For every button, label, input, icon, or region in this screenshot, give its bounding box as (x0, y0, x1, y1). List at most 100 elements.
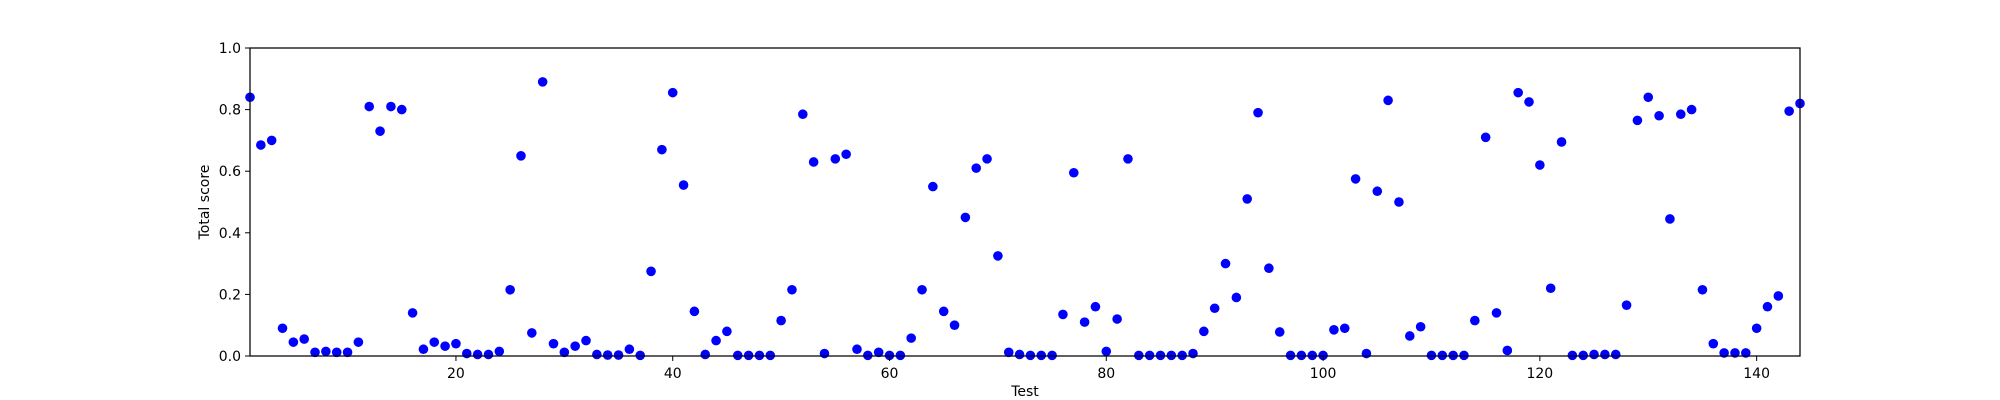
data-point (1231, 292, 1242, 303)
data-point (928, 181, 938, 192)
data-point (570, 341, 580, 351)
data-point (1350, 174, 1361, 184)
data-point (1751, 323, 1762, 334)
data-point (472, 349, 483, 360)
data-point (657, 144, 667, 155)
data-point (646, 266, 656, 277)
data-point (331, 347, 342, 358)
data-point (310, 347, 320, 358)
data-point (776, 315, 786, 326)
y-tick-label: 0.8 (219, 103, 241, 119)
data-point (299, 334, 309, 344)
data-point (1123, 154, 1133, 164)
data-point (256, 140, 266, 150)
y-axis-label: Total score (197, 165, 213, 241)
data-point (559, 347, 570, 358)
data-point (1242, 194, 1253, 204)
data-point (1545, 283, 1556, 294)
data-point (1773, 291, 1784, 301)
data-point (711, 335, 721, 346)
data-point (537, 77, 548, 87)
data-point (1600, 349, 1610, 360)
x-tick-label: 120 (1526, 366, 1553, 382)
data-point (418, 344, 429, 355)
data-point (1589, 349, 1599, 360)
data-point (971, 163, 982, 173)
data-point (613, 350, 624, 360)
data-point (678, 180, 689, 190)
data-point (917, 284, 927, 295)
data-point (266, 135, 277, 146)
data-point (1339, 323, 1350, 334)
data-point (852, 344, 862, 355)
data-point (1535, 160, 1545, 170)
data-point (1372, 186, 1383, 197)
data-point (396, 104, 407, 115)
data-point (1610, 349, 1621, 360)
data-point (1524, 97, 1534, 107)
data-point (1112, 314, 1122, 324)
data-point (1675, 109, 1686, 120)
data-point (1470, 315, 1480, 326)
data-point (1708, 338, 1719, 349)
data-point (1058, 309, 1068, 320)
x-tick-label: 60 (881, 366, 899, 382)
data-point (1209, 303, 1220, 314)
data-point (581, 335, 591, 346)
data-point (342, 347, 353, 358)
plot-area (250, 48, 1800, 356)
data-point (1361, 348, 1372, 359)
data-point (353, 337, 364, 347)
data-point (1394, 197, 1404, 207)
data-point (1556, 137, 1567, 147)
x-tick-label: 20 (447, 366, 465, 382)
data-point (624, 344, 635, 355)
data-point (1665, 214, 1675, 224)
data-point (1632, 115, 1643, 126)
data-point (375, 126, 385, 136)
data-point (1415, 321, 1426, 332)
data-point (960, 212, 971, 223)
data-point (321, 346, 331, 357)
data-point (1513, 87, 1523, 98)
data-point (516, 151, 526, 161)
data-point (1101, 346, 1112, 357)
data-point (1199, 326, 1209, 337)
data-point (667, 87, 678, 98)
y-tick-label: 1.0 (219, 41, 241, 57)
data-point (787, 284, 797, 295)
data-point (797, 109, 808, 120)
data-point (1686, 104, 1697, 115)
data-point (1719, 348, 1729, 358)
y-tick-label: 0.2 (219, 287, 241, 303)
data-point (1090, 301, 1101, 312)
data-point (461, 348, 472, 359)
data-point (1220, 258, 1231, 269)
data-point (1491, 308, 1502, 318)
data-point (288, 337, 299, 347)
x-axis-label: Test (1010, 384, 1039, 400)
x-tick-label: 80 (1097, 366, 1115, 382)
data-point (722, 326, 732, 337)
x-tick-label: 100 (1310, 366, 1337, 382)
data-point (451, 338, 461, 349)
y-tick-label: 0.0 (219, 349, 241, 365)
data-point (982, 154, 992, 164)
y-tick-label: 0.4 (219, 226, 241, 242)
data-point (1329, 325, 1339, 335)
data-point (1003, 347, 1014, 358)
data-point (1068, 167, 1079, 178)
data-point (1480, 132, 1491, 143)
plot-frame (249, 47, 1801, 357)
data-point (1621, 300, 1632, 310)
data-point (819, 348, 830, 359)
data-point (1253, 107, 1263, 118)
data-point (548, 338, 559, 349)
data-point (1741, 348, 1751, 358)
data-point (277, 323, 288, 334)
data-point (505, 284, 515, 295)
data-point (440, 341, 450, 351)
data-point (494, 346, 505, 357)
